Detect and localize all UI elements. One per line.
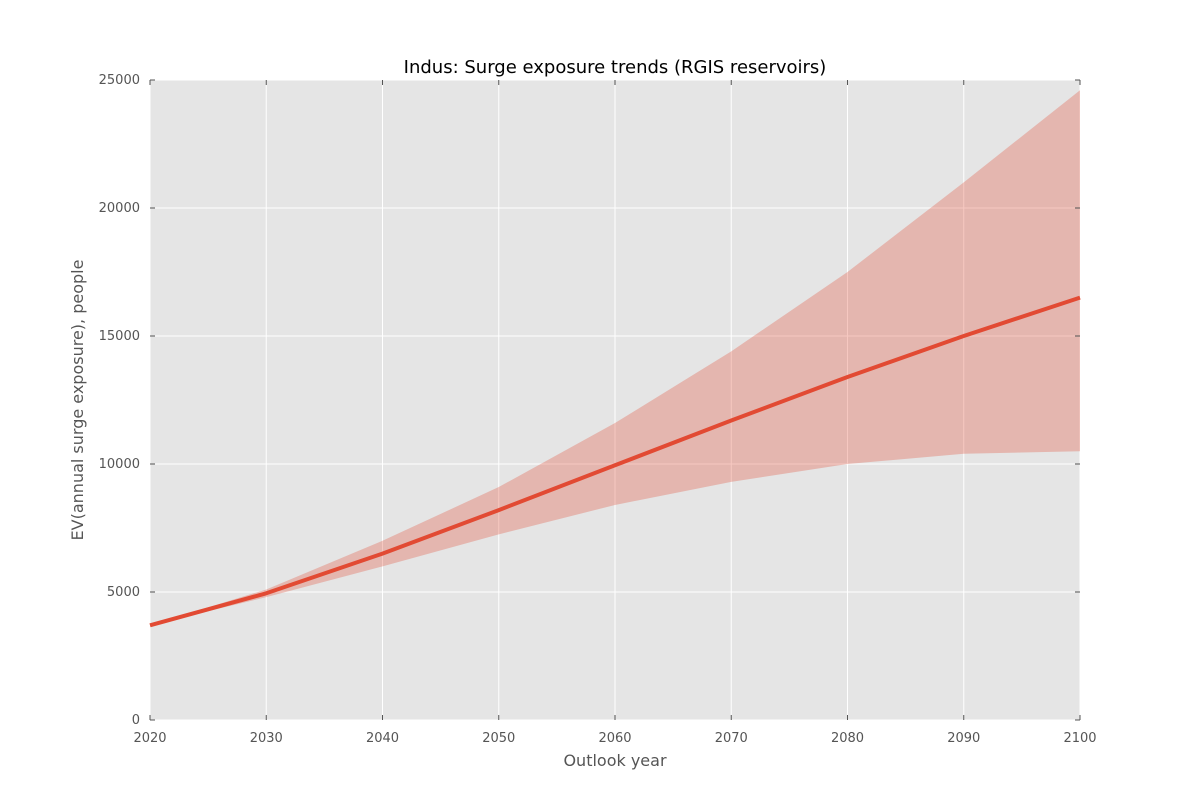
- uncertainty-band: [150, 90, 1080, 626]
- y-tick-label: 20000: [99, 201, 140, 216]
- x-tick-label: 2100: [1063, 731, 1096, 746]
- x-tick-label: 2060: [598, 731, 631, 746]
- x-tick-label: 2050: [482, 731, 515, 746]
- uncertainty-band-layer: [150, 90, 1080, 626]
- x-tick-label: 2070: [715, 731, 748, 746]
- x-tick-label: 2090: [947, 731, 980, 746]
- chart-title: Indus: Surge exposure trends (RGIS reser…: [404, 57, 827, 78]
- x-tick-label: 2030: [250, 731, 283, 746]
- y-tick-label: 15000: [99, 329, 140, 344]
- y-axis-label: EV(annual surge exposure), people: [68, 260, 87, 541]
- y-tick-label: 25000: [99, 73, 140, 88]
- series-line: [149, 295, 1081, 628]
- x-axis-label: Outlook year: [563, 751, 667, 770]
- x-tick-label: 2040: [366, 731, 399, 746]
- y-tick-label: 5000: [107, 585, 140, 600]
- x-tick-label: 2080: [831, 731, 864, 746]
- y-tick-label: 0: [132, 713, 140, 728]
- x-tick-label: 2020: [133, 731, 166, 746]
- series-line-layer: [149, 295, 1081, 628]
- axis-ticks: 2020 2030 2040 2050 2060 2070 2080 2090 2100 0 500…: [99, 73, 1097, 746]
- y-tick-label: 10000: [99, 457, 140, 472]
